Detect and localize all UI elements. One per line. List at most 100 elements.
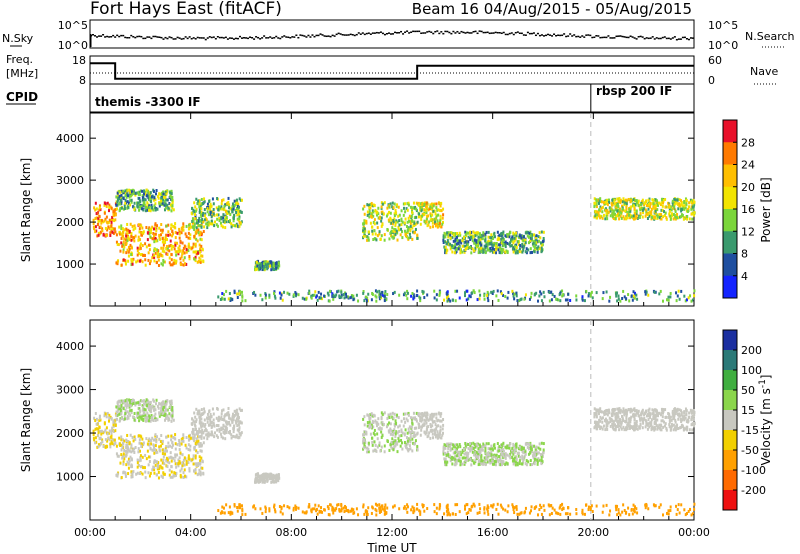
power-echo [161,201,164,205]
power-echo [454,299,457,303]
power-echo [449,233,452,237]
power-echo [363,222,366,226]
velocity-echo [478,443,481,447]
power-echo [151,256,154,260]
velocity-echo [513,459,516,463]
velocity-echo [220,409,223,413]
power-echo [211,222,214,226]
power-echo [486,245,489,249]
power-echo [403,221,406,225]
power-echo [453,251,456,255]
power-echo [106,221,109,225]
cpid-segment-1-label: themis -3300 IF [95,95,201,109]
power-echo [238,209,241,213]
nave-tick-bottom: 0 [708,74,715,87]
velocity-echo [168,412,171,416]
power-echo [482,233,485,237]
power-echo [198,224,201,228]
power-echo [502,238,505,242]
power-echo [528,231,531,235]
power-echo [388,210,391,214]
power-echo [634,292,637,296]
velocity-echo [211,433,214,437]
power-echo [389,211,392,215]
power-echo [355,293,358,297]
power-echo [147,258,150,262]
power-echo [668,210,671,214]
nsky-point [168,36,171,38]
power-echo [486,296,489,300]
velocity-echo [434,423,437,427]
power-scatter [92,113,696,306]
power-echo [200,202,203,206]
velocity-echo [520,445,523,449]
power-echo [613,198,616,202]
power-echo [257,262,260,266]
power-echo [238,215,241,219]
power-echo [446,248,449,252]
power-echo [594,214,597,218]
power-echo [134,226,137,230]
velocity-echo [141,408,144,412]
power-echo [421,212,424,216]
power-echo [415,293,418,297]
power-echo [200,214,203,218]
power-echo [429,218,432,222]
power-echo [406,202,409,206]
power-echo [108,206,111,210]
power-echo [185,248,188,252]
power-echo [149,243,152,247]
velocity-echo [171,443,174,447]
power-echo [677,203,680,207]
power-echo [615,292,618,296]
power-echo [127,201,130,205]
velocity-echo [148,437,151,441]
velocity-echo [521,457,524,461]
power-echo [123,237,126,241]
power-echo [223,204,226,208]
velocity-echo [390,441,393,445]
velocity-echo [144,453,147,457]
velocity-echo [266,472,269,476]
velocity-echo [193,439,196,443]
power-echo [232,217,235,221]
velocity-echo [158,402,161,406]
power-echo [447,297,450,301]
power-echo [207,220,210,224]
power-echo [682,217,685,221]
velocity-echo [94,411,97,415]
power-echo [232,215,235,219]
nsky-point [319,33,322,35]
velocity-echo [212,423,215,427]
velocity-echo [195,407,198,411]
power-echo [420,209,423,213]
power-echo [610,207,613,211]
power-echo [92,222,95,226]
power-echo [404,234,407,238]
velocity-echo [97,429,100,433]
power-echo [238,292,241,296]
velocity-echo [429,425,432,429]
power-echo [387,218,390,222]
power-echo [270,260,273,264]
power-echo [378,297,381,301]
power-echo [192,219,195,223]
power-echo [691,205,694,209]
power-echo [194,244,197,248]
power-echo [129,222,132,226]
velocity-echo [130,402,133,406]
power-echo [612,209,615,213]
velocity-echo [171,411,174,415]
power-echo [314,290,317,294]
nsky-point [450,32,453,35]
power-echo [459,251,462,255]
power-echo [410,214,413,218]
power-echo [235,222,238,226]
velocity-echo [200,449,203,453]
power-echo [411,292,414,296]
power-echo [516,299,519,303]
velocity-echo [108,438,111,442]
power-echo [599,205,602,209]
power-echo [691,212,694,216]
velocity-echo [531,450,534,454]
